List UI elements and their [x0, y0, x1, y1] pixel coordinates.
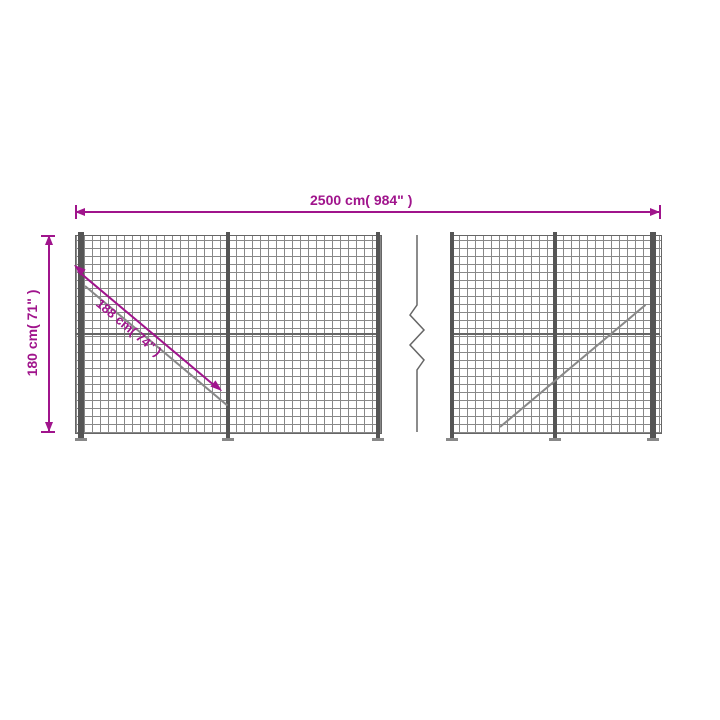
post-foot-6	[647, 438, 659, 441]
width-dimension-line	[75, 211, 660, 213]
post-foot-1	[75, 438, 87, 441]
height-dimension-line	[48, 235, 50, 432]
fence-post-3	[376, 232, 380, 438]
fence-post-5	[553, 232, 557, 438]
height-label: 180 cm( 71" )	[24, 290, 40, 377]
post-foot-3	[372, 438, 384, 441]
width-label: 2500 cm( 984" )	[310, 192, 412, 208]
width-arrow-right	[650, 208, 660, 216]
diagram-container: 2500 cm( 984" ) 180 cm( 71" ) 188 cm( 74…	[0, 0, 720, 720]
post-foot-4	[446, 438, 458, 441]
fence-post-2	[226, 232, 230, 438]
fence-post-6	[650, 232, 656, 438]
post-foot-5	[549, 438, 561, 441]
width-arrow-left	[75, 208, 85, 216]
post-foot-2	[222, 438, 234, 441]
fence-post-4	[450, 232, 454, 438]
height-arrow-up	[45, 235, 53, 245]
break-mark	[402, 235, 432, 432]
height-arrow-down	[45, 422, 53, 432]
